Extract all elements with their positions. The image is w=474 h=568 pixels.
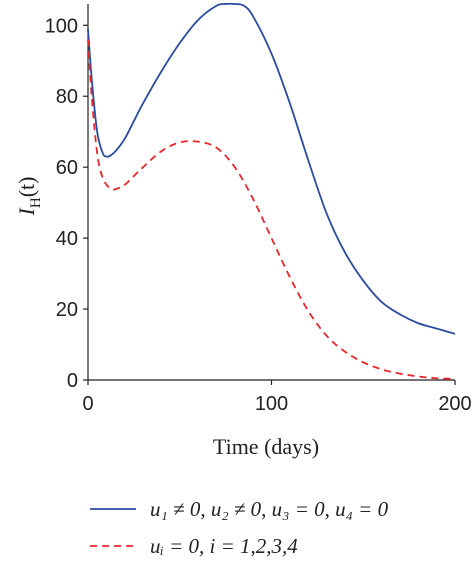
x-tick-label: 0 (82, 393, 93, 415)
y-tick-label: 0 (67, 370, 78, 392)
x-tick-label: 200 (438, 393, 471, 415)
y-tick-label: 40 (56, 228, 78, 250)
y-tick-label: 60 (56, 157, 78, 179)
legend-item: u₁ ≠ 0, u₂ ≠ 0, u₃ = 0, u₄ = 0 (90, 497, 389, 521)
series-line-controlled (87, 2, 456, 335)
y-tick-label: 100 (45, 15, 78, 37)
legend-item: uᵢ = 0, i = 1,2,3,4 (90, 534, 298, 558)
legend-label: uᵢ = 0, i = 1,2,3,4 (150, 534, 298, 558)
x-axis-title: Time (days) (213, 434, 319, 459)
svg-text:IH(t): IH(t) (14, 177, 44, 217)
x-tick-label: 100 (255, 393, 288, 415)
y-axis-title-main: I (14, 206, 39, 216)
y-tick-label: 20 (56, 299, 78, 321)
y-axis-title-sub: H (28, 197, 44, 208)
y-axis-title-arg: (t) (14, 177, 39, 198)
y-tick-label: 80 (56, 86, 78, 108)
legend: u₁ ≠ 0, u₂ ≠ 0, u₃ = 0, u₄ = 0 uᵢ = 0, i… (90, 497, 389, 558)
legend-label: u₁ ≠ 0, u₂ ≠ 0, u₃ = 0, u₄ = 0 (150, 497, 389, 521)
series-line-uncontrolled (87, 39, 456, 380)
y-axis-title: IH(t) (14, 177, 44, 217)
plot-area: 0 20 40 60 80 100 0 100 200 (45, 2, 472, 415)
